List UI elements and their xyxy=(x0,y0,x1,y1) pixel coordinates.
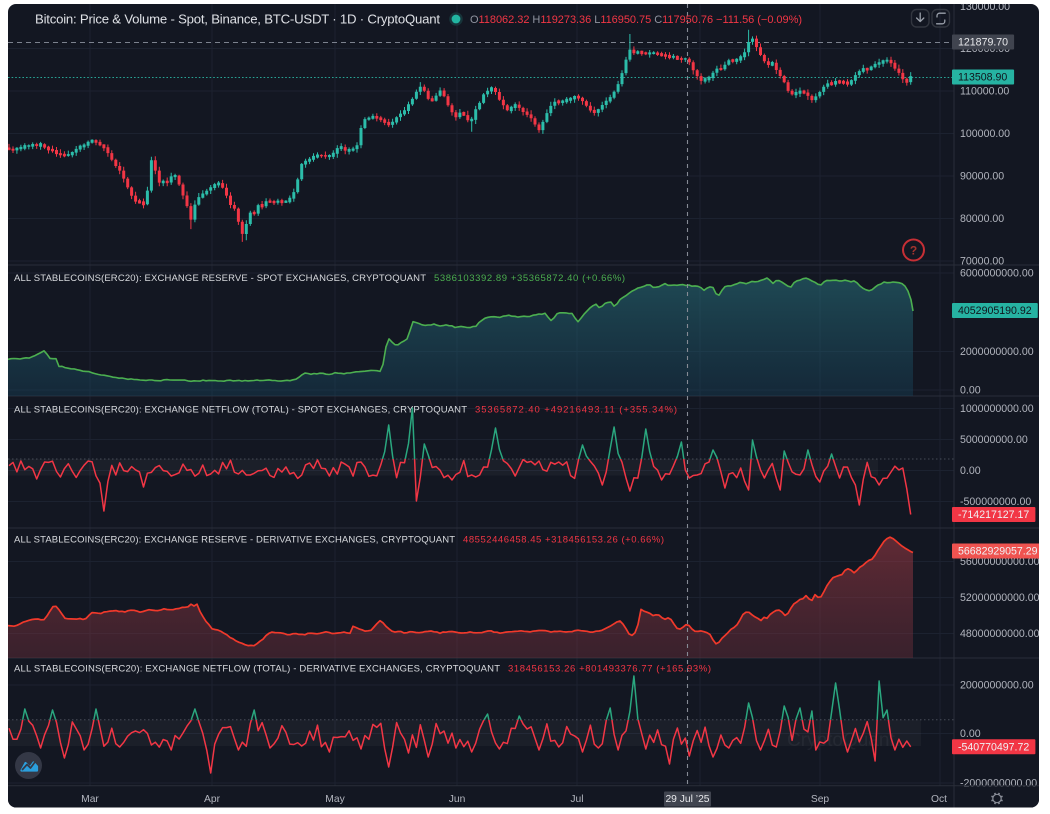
svg-text:CryptoQuant: CryptoQuant xyxy=(787,730,895,751)
svg-text:29 Jul ’25: 29 Jul ’25 xyxy=(665,794,709,805)
svg-text:0.00: 0.00 xyxy=(960,728,981,740)
svg-text:500000000.00: 500000000.00 xyxy=(960,434,1028,446)
svg-text:90000.00: 90000.00 xyxy=(960,171,1004,183)
svg-text:?: ? xyxy=(910,244,917,258)
svg-text:52000000000.00: 52000000000.00 xyxy=(960,592,1040,604)
svg-text:-500000000.00: -500000000.00 xyxy=(960,496,1031,508)
svg-text:318456153.26 +801493376.77 (+: 318456153.26 +801493376.77 (+165.93%) xyxy=(508,663,711,674)
svg-text:56000000000.00: 56000000000.00 xyxy=(960,556,1040,568)
svg-text:ALL STABLECOINS(ERC20): EXCHAN: ALL STABLECOINS(ERC20): EXCHANGE NETFLOW… xyxy=(14,663,500,674)
svg-text:-2000000000.00: -2000000000.00 xyxy=(960,778,1037,790)
svg-text:ALL STABLECOINS(ERC20): EXCHAN: ALL STABLECOINS(ERC20): EXCHANGE RESERVE… xyxy=(14,534,455,545)
svg-text:56682929057.29: 56682929057.29 xyxy=(958,546,1038,558)
svg-text:70000.00: 70000.00 xyxy=(960,256,1004,268)
svg-text:ALL STABLECOINS(ERC20): EXCHAN: ALL STABLECOINS(ERC20): EXCHANGE RESERVE… xyxy=(14,273,426,284)
svg-text:110000.00: 110000.00 xyxy=(960,86,1009,98)
svg-text:O118062.32 H119273.36 L116950.: O118062.32 H119273.36 L116950.75 C117950… xyxy=(470,14,802,26)
svg-text:Oct: Oct xyxy=(931,794,947,805)
svg-text:121879.70: 121879.70 xyxy=(958,37,1008,49)
svg-text:113508.90: 113508.90 xyxy=(958,72,1007,84)
svg-text:Mar: Mar xyxy=(81,794,99,805)
svg-text:35365872.40 +49216493.11 (+35: 35365872.40 +49216493.11 (+355.34%) xyxy=(475,404,677,415)
svg-text:Bitcoin: Price & Volume - Spot: Bitcoin: Price & Volume - Spot, Binance,… xyxy=(35,12,440,27)
svg-text:2000000000.00: 2000000000.00 xyxy=(960,680,1034,692)
svg-text:48000000000.00: 48000000000.00 xyxy=(960,628,1040,640)
svg-text:100000.00: 100000.00 xyxy=(960,128,1010,140)
svg-text:ALL STABLECOINS(ERC20): EXCHAN: ALL STABLECOINS(ERC20): EXCHANGE NETFLOW… xyxy=(14,404,467,415)
svg-text:1000000000.00: 1000000000.00 xyxy=(960,403,1034,415)
svg-text:Sep: Sep xyxy=(811,794,830,805)
svg-text:Jun: Jun xyxy=(449,794,466,805)
svg-text:May: May xyxy=(325,794,345,805)
svg-text:-540770497.72: -540770497.72 xyxy=(958,742,1029,754)
svg-text:2000000000.00: 2000000000.00 xyxy=(960,346,1034,358)
svg-text:-714217127.17: -714217127.17 xyxy=(958,509,1029,521)
svg-text:0.00: 0.00 xyxy=(960,465,981,477)
svg-text:5386103392.89 +35365872.40 (+: 5386103392.89 +35365872.40 (+0.66%) xyxy=(434,273,625,284)
svg-text:130000.00: 130000.00 xyxy=(960,1,1010,13)
svg-text:4052905190.92: 4052905190.92 xyxy=(958,305,1032,317)
svg-text:6000000000.00: 6000000000.00 xyxy=(960,268,1034,280)
svg-text:Apr: Apr xyxy=(204,794,221,805)
svg-text:0.00: 0.00 xyxy=(960,385,981,397)
svg-text:80000.00: 80000.00 xyxy=(960,213,1004,225)
svg-text:Jul: Jul xyxy=(570,794,583,805)
svg-text:48552446458.45 +318456153.26: 48552446458.45 +318456153.26 (+0.66%) xyxy=(463,534,664,545)
